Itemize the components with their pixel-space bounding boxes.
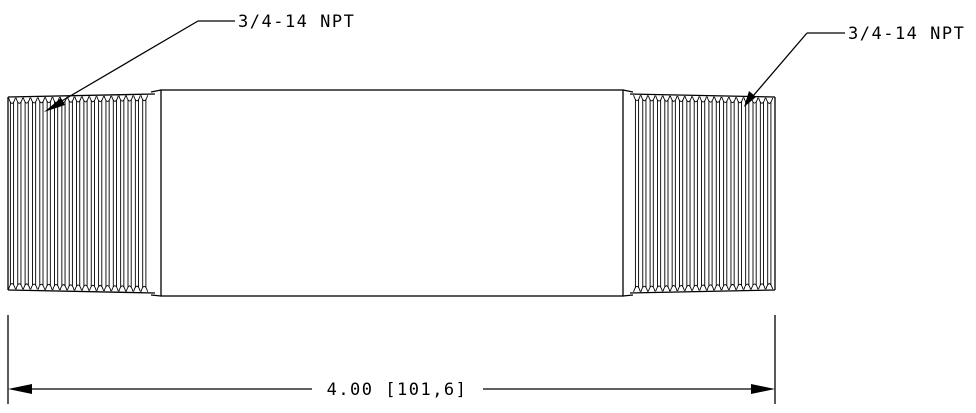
dimension-arrow-right <box>751 384 775 394</box>
left-thread-leader <box>44 20 235 112</box>
overall-length-dimension <box>7 315 776 404</box>
pipe-outline <box>7 93 776 294</box>
pipe-body <box>150 89 634 297</box>
dimension-arrow-left <box>8 384 32 394</box>
overall-length-value: 4.00 [101,6] <box>327 380 468 400</box>
right-thread-callout: 3/4-14 NPT <box>848 24 965 44</box>
right-thread-leader <box>744 32 845 107</box>
right-thread-section <box>633 95 774 292</box>
left-thread-callout: 3/4-14 NPT <box>238 12 355 32</box>
left-thread-section <box>8 95 149 292</box>
